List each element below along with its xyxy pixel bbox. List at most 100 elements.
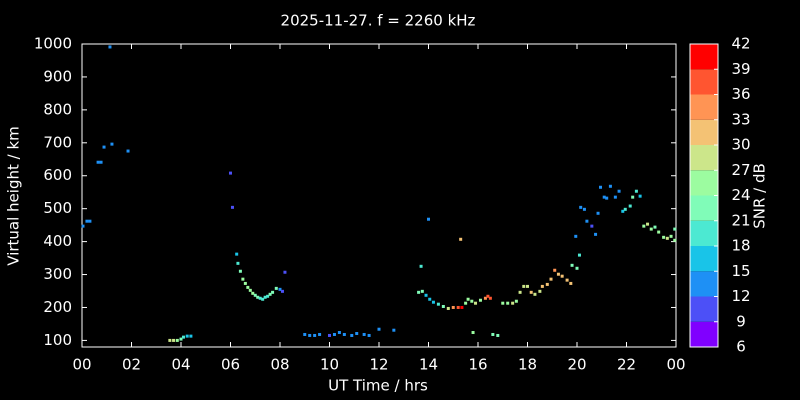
point xyxy=(649,227,653,231)
colorbar-tick-label: 27 xyxy=(731,161,750,179)
point xyxy=(565,278,569,282)
point xyxy=(540,284,544,288)
point xyxy=(456,305,460,309)
point xyxy=(556,272,560,276)
point xyxy=(283,270,287,274)
point xyxy=(631,195,635,199)
point xyxy=(594,232,598,236)
point xyxy=(621,209,625,213)
point xyxy=(271,290,275,294)
point xyxy=(459,237,463,241)
point xyxy=(538,289,542,293)
colorbar-bin xyxy=(690,145,718,171)
colorbar-tick-label: 39 xyxy=(731,60,750,78)
point xyxy=(575,266,579,270)
y-axis-label: Virtual height / km xyxy=(5,126,23,265)
point xyxy=(417,290,421,294)
point xyxy=(110,142,114,146)
point xyxy=(431,300,435,304)
point xyxy=(308,333,312,337)
point xyxy=(355,331,359,335)
point xyxy=(278,287,282,291)
point xyxy=(332,332,336,336)
point xyxy=(427,217,430,221)
colorbar-bin xyxy=(690,246,718,272)
point xyxy=(653,225,657,229)
point xyxy=(251,291,255,295)
point xyxy=(102,145,106,149)
point xyxy=(634,189,638,193)
point xyxy=(496,333,500,337)
point xyxy=(590,224,594,228)
point xyxy=(99,160,103,164)
point xyxy=(256,295,260,299)
colorbar-label: SNR / dB xyxy=(751,163,769,229)
point xyxy=(599,185,603,189)
point xyxy=(248,288,252,292)
point xyxy=(673,238,677,242)
point xyxy=(596,211,600,215)
point xyxy=(181,335,185,339)
point xyxy=(274,286,278,290)
x-tick-label: 02 xyxy=(122,356,141,374)
point xyxy=(491,332,495,336)
point xyxy=(470,299,474,303)
colorbar-tick-label: 6 xyxy=(736,338,746,356)
point xyxy=(514,299,518,303)
point xyxy=(236,261,240,265)
point xyxy=(350,333,354,337)
point xyxy=(646,222,650,226)
point xyxy=(478,298,482,302)
point xyxy=(464,301,468,305)
point xyxy=(553,268,557,272)
point xyxy=(471,331,475,335)
colorbar-tick-label: 18 xyxy=(731,237,750,255)
x-tick-label: 06 xyxy=(221,356,240,374)
colorbar-tick-label: 33 xyxy=(731,110,750,128)
colorbar-bin xyxy=(690,220,718,246)
point xyxy=(642,224,646,228)
point xyxy=(88,219,92,223)
point xyxy=(466,297,470,301)
point xyxy=(488,296,492,300)
point xyxy=(229,171,232,175)
point xyxy=(246,285,250,289)
point xyxy=(623,207,627,211)
point xyxy=(342,332,346,336)
point xyxy=(261,297,265,301)
x-tick-label: 04 xyxy=(171,356,190,374)
point xyxy=(179,337,183,341)
point xyxy=(483,296,487,300)
x-tick-label: 14 xyxy=(419,356,438,374)
point xyxy=(81,224,85,228)
point xyxy=(501,301,505,305)
colorbar-bin xyxy=(690,170,718,196)
point xyxy=(258,296,262,300)
point xyxy=(280,289,284,293)
point xyxy=(579,205,583,209)
y-tick-label: 900 xyxy=(43,67,72,85)
point xyxy=(529,290,533,294)
point xyxy=(253,293,257,297)
x-axis-label: UT Time / hrs xyxy=(328,377,428,395)
colorbar-tick-label: 21 xyxy=(731,211,750,229)
point xyxy=(613,195,617,199)
point xyxy=(570,263,574,267)
x-tick-label: 22 xyxy=(617,356,636,374)
colorbar-bin xyxy=(690,69,718,95)
point xyxy=(367,333,371,337)
point xyxy=(441,304,445,308)
point xyxy=(436,302,440,306)
point xyxy=(662,235,666,239)
y-tick-label: 300 xyxy=(43,265,72,283)
x-tick-label: 18 xyxy=(518,356,537,374)
colorbar-bin xyxy=(690,119,718,145)
x-tick-label: 00 xyxy=(72,356,91,374)
point xyxy=(235,252,239,256)
colorbar-bin xyxy=(690,296,718,322)
point xyxy=(175,338,179,342)
point xyxy=(560,274,564,278)
point xyxy=(506,301,510,305)
